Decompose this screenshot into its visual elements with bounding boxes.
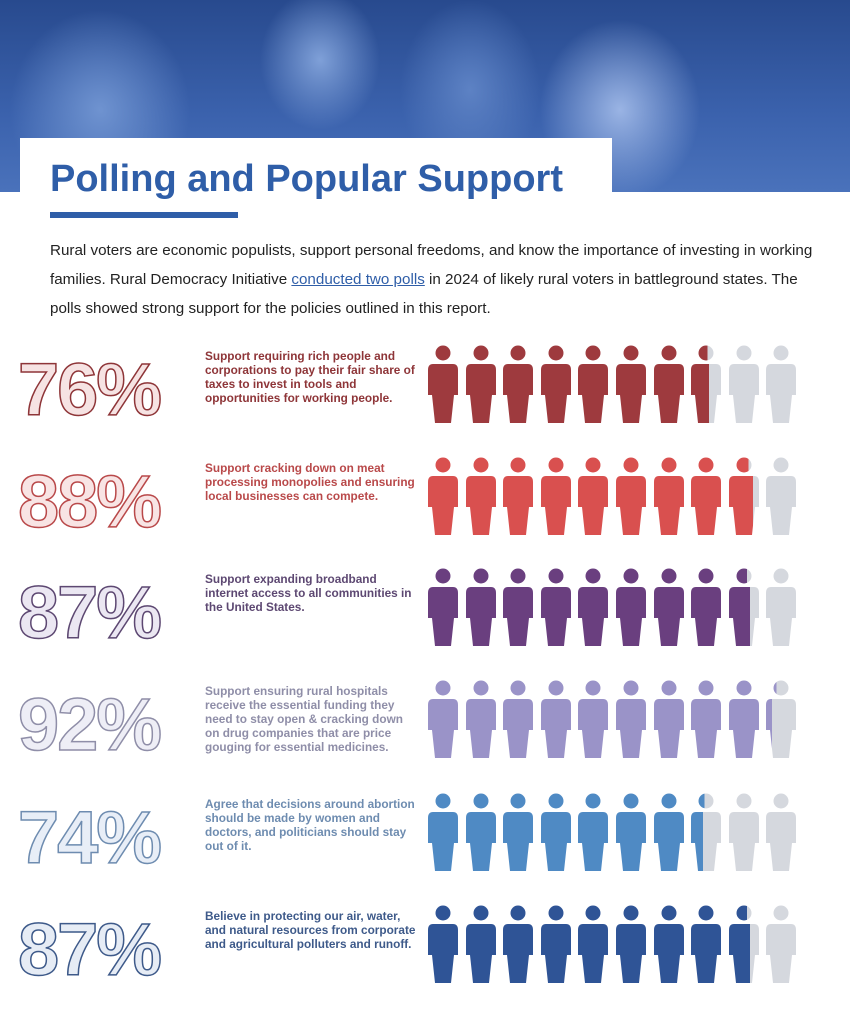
- person-icon: [691, 345, 722, 423]
- person-icons: [428, 793, 797, 873]
- stat-description: Support ensuring rural hospitals receive…: [205, 684, 403, 754]
- person-icons: [428, 345, 797, 425]
- person-icon: [578, 680, 609, 758]
- person-icon: [540, 680, 571, 758]
- person-icon: [428, 793, 458, 871]
- stat-description: Believe in protecting our air, water, an…: [205, 909, 416, 951]
- person-icon: [578, 457, 609, 535]
- person-icon: [615, 568, 646, 646]
- person-icon: [503, 793, 534, 871]
- person-icon: [691, 457, 722, 535]
- person-icon: [503, 457, 534, 535]
- person-icon: [766, 457, 797, 535]
- intro-paragraph: Rural voters are economic populists, sup…: [50, 236, 820, 323]
- stat-row: 87% Believe in protecting our air, water…: [0, 905, 850, 995]
- stat-description: Support cracking down on meat processing…: [205, 461, 415, 503]
- person-icon: [653, 345, 684, 423]
- person-icon: [691, 793, 722, 871]
- person-icon: [615, 457, 646, 535]
- percent-label: 74%: [17, 795, 163, 880]
- percent-label: 88%: [17, 459, 163, 544]
- person-icon: [766, 680, 797, 758]
- person-icon: [465, 680, 496, 758]
- person-icon: [428, 680, 458, 758]
- person-icon: [428, 905, 458, 983]
- person-icon: [578, 345, 609, 423]
- person-icon: [465, 457, 496, 535]
- person-icon: [653, 680, 684, 758]
- intro-text: Rural voters are economic populists, sup…: [50, 242, 813, 288]
- person-icon: [728, 680, 759, 758]
- person-icon: [615, 680, 646, 758]
- person-icon: [465, 345, 496, 423]
- person-icon: [728, 568, 759, 646]
- person-icon: [465, 905, 496, 983]
- stat-row: 74% Agree that decisions around abortion…: [0, 793, 850, 883]
- person-icon: [503, 568, 534, 646]
- person-icon: [728, 457, 759, 535]
- person-icon: [766, 568, 797, 646]
- stat-row: 76% Support requiring rich people and co…: [0, 345, 850, 435]
- person-icon: [691, 680, 722, 758]
- stat-row: 87% Support expanding broadband internet…: [0, 568, 850, 658]
- person-icon: [766, 793, 797, 871]
- percent-label: 76%: [17, 347, 163, 432]
- person-icon: [766, 905, 797, 983]
- person-icon: [465, 793, 496, 871]
- person-icon: [653, 457, 684, 535]
- person-icon: [615, 793, 646, 871]
- person-icon: [728, 345, 759, 423]
- person-icon: [503, 345, 534, 423]
- person-icons: [428, 680, 797, 760]
- person-icon: [465, 568, 496, 646]
- intro-text-end: in 2024 of likely rural voters in battle…: [50, 271, 798, 317]
- person-icon: [540, 568, 571, 646]
- person-icon: [540, 905, 571, 983]
- person-icon: [728, 905, 759, 983]
- person-icon: [578, 905, 609, 983]
- percent-label: 87%: [17, 907, 163, 992]
- person-icon: [691, 905, 722, 983]
- person-icon: [615, 905, 646, 983]
- person-icon: [615, 345, 646, 423]
- page-title: Polling and Popular Support: [50, 158, 563, 200]
- person-icons: [428, 905, 797, 985]
- polls-link[interactable]: conducted two polls: [291, 271, 425, 288]
- person-icon: [578, 793, 609, 871]
- percent-label: 87%: [17, 570, 163, 655]
- person-icons: [428, 568, 797, 648]
- person-icon: [653, 568, 684, 646]
- stat-row: 92% Support ensuring rural hospitals rec…: [0, 680, 850, 770]
- title-underline: [50, 212, 238, 218]
- person-icon: [428, 345, 458, 423]
- person-icon: [766, 345, 797, 423]
- person-icon: [503, 680, 534, 758]
- person-icon: [653, 793, 684, 871]
- stat-row: 88% Support cracking down on meat proces…: [0, 457, 850, 547]
- stat-description: Support requiring rich people and corpor…: [205, 349, 415, 405]
- title-box: [20, 138, 612, 198]
- person-icon: [728, 793, 759, 871]
- percent-label: 92%: [17, 682, 163, 767]
- person-icon: [691, 568, 722, 646]
- person-icon: [503, 905, 534, 983]
- person-icons: [428, 457, 797, 537]
- person-icon: [578, 568, 609, 646]
- person-icon: [540, 345, 571, 423]
- person-icon: [540, 793, 571, 871]
- stat-description: Agree that decisions around abortion sho…: [205, 797, 415, 853]
- stat-description: Support expanding broadband internet acc…: [205, 572, 412, 614]
- person-icon: [428, 457, 458, 535]
- person-icon: [428, 568, 458, 646]
- person-icon: [540, 457, 571, 535]
- person-icon: [653, 905, 684, 983]
